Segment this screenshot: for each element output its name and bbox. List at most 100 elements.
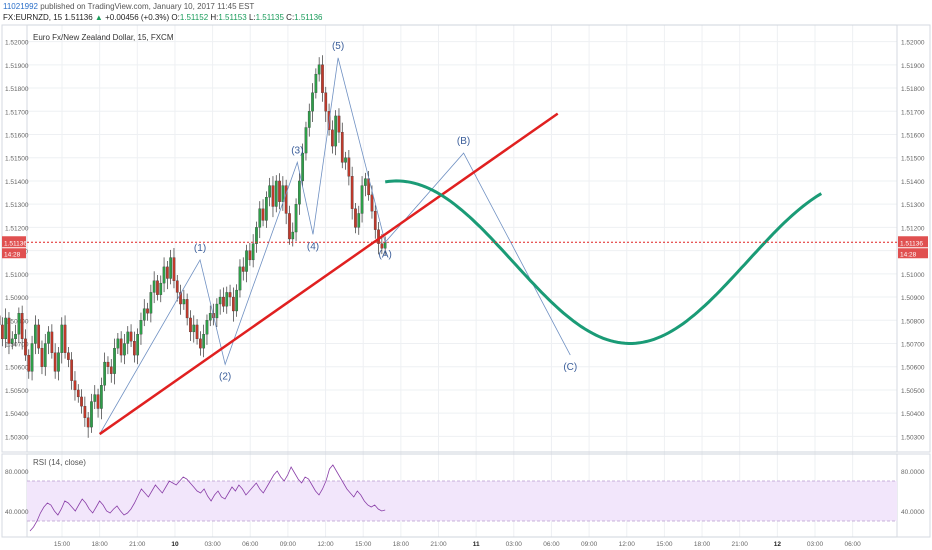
candle-body: [278, 180, 281, 202]
y-tick-left: 1.51700: [5, 109, 29, 116]
published-text: published on TradingView.com, January 10…: [40, 2, 255, 11]
candle-body: [80, 396, 83, 407]
candle-body: [1, 324, 4, 340]
rsi-tick-left: 40.0000: [5, 509, 29, 516]
y-tick-right: 1.51500: [901, 156, 925, 163]
candle-body: [86, 417, 90, 428]
y-tick-right: 1.51200: [901, 225, 925, 232]
y-tick-left: 1.51600: [5, 133, 29, 140]
candle-body: [248, 250, 252, 261]
x-tick: 03:00: [807, 541, 824, 548]
candle-body: [30, 343, 34, 372]
y-tick-left: 1.51800: [5, 86, 29, 93]
y-tick-left: 1.50600: [5, 365, 29, 372]
y-tick-left: 1.50400: [5, 411, 29, 418]
last-price: 1.51136: [64, 13, 93, 22]
candle-body: [57, 352, 60, 372]
y-tick-left: 1.50700: [5, 342, 29, 349]
y-tick-right: 1.51800: [901, 86, 925, 93]
candle-body: [166, 266, 169, 279]
y-tick-left: 1.51900: [5, 63, 29, 70]
price-tag-left-text: 1.51136: [4, 240, 27, 247]
wave-line: [99, 57, 571, 435]
candle-body: [294, 204, 298, 233]
candle-body: [274, 180, 278, 207]
candle-body: [370, 194, 374, 212]
candle-body: [307, 111, 311, 128]
candle-body: [288, 213, 291, 240]
candle-body: [202, 334, 206, 349]
candle-body: [324, 92, 328, 112]
x-tick: 06:00: [845, 541, 862, 548]
x-tick: 15:00: [656, 541, 673, 548]
candle-body: [268, 185, 272, 198]
candle-body: [103, 361, 107, 386]
candle-body: [34, 324, 37, 344]
candle-body: [261, 208, 265, 221]
candle-body: [215, 303, 219, 319]
candle-body: [10, 338, 14, 344]
candle-body: [189, 317, 192, 333]
author-id[interactable]: 11021992: [3, 2, 38, 11]
rsi-right-axis-strip: [896, 453, 931, 538]
y-tick-left: 1.51400: [5, 179, 29, 186]
candle-body: [90, 401, 93, 428]
candle-body: [298, 180, 301, 205]
countdown-tag-right: [898, 248, 928, 259]
y-tick-right: 1.52000: [901, 40, 925, 47]
candle-body: [7, 317, 11, 344]
wave-label-wA: (A): [378, 249, 391, 260]
candle-body: [152, 280, 156, 293]
x-tick: 18:00: [694, 541, 711, 548]
candle-body: [126, 331, 130, 344]
candle-body: [314, 73, 318, 93]
main-pane-frame: [26, 24, 898, 453]
wave-label-w4: (4): [307, 241, 319, 252]
candle-body: [4, 317, 8, 340]
y-tick-right: 1.51600: [901, 133, 925, 140]
candle-body: [331, 129, 334, 147]
candle-body: [96, 394, 100, 409]
y-tick-left: 1.50800: [5, 318, 29, 325]
candle-body: [350, 176, 354, 209]
y-tick-right: 1.50300: [901, 434, 925, 441]
rsi-label: RSI (14, close): [33, 458, 86, 467]
candle-body: [357, 213, 361, 228]
rsi-tick-right: 80.0000: [901, 469, 925, 476]
candle-body: [245, 250, 248, 272]
y-tick-right: 1.50700: [901, 342, 925, 349]
rsi-pane: 80.0000 80.0000 40.0000 40.0000: [5, 464, 925, 532]
candle-body: [251, 243, 255, 261]
candle-body: [344, 157, 347, 163]
candle-body: [182, 299, 186, 305]
change-text: +0.00456 (+0.3%): [105, 13, 170, 22]
wave-label-wB: (B): [457, 136, 470, 147]
candle-body: [284, 185, 288, 214]
candle-body: [67, 352, 70, 360]
x-tick: 09:00: [280, 541, 297, 548]
price-markers: 1.51136 1.51136 14:28 14:28: [2, 236, 928, 259]
x-tick: 10: [171, 541, 179, 548]
low-label: L:: [248, 13, 256, 22]
candle-body: [27, 354, 31, 372]
candle-body: [20, 313, 24, 340]
candle-body: [383, 242, 387, 249]
y-tick-left: 1.50900: [5, 295, 29, 302]
chart-title: Euro Fx/New Zealand Dollar, 15, FXCM: [33, 33, 174, 42]
candle-body: [185, 299, 189, 319]
candle-body: [24, 338, 27, 356]
candle-body: [354, 208, 357, 228]
candle-body: [175, 280, 179, 293]
x-tick: 06:00: [242, 541, 259, 548]
candle-body: [146, 308, 149, 314]
candle-body: [43, 343, 47, 367]
symbol-line: FX:EURNZD, 15 1.51136 ▲ +0.00456 (+0.3%)…: [3, 13, 323, 22]
wave-label-wC: (C): [563, 362, 577, 373]
candle-body: [199, 338, 202, 349]
candle-body: [53, 352, 57, 372]
candle-body: [255, 227, 258, 244]
price-tag-right-text: 1.51136: [900, 240, 923, 247]
candle-body: [50, 331, 54, 353]
candle-body: [228, 292, 232, 298]
